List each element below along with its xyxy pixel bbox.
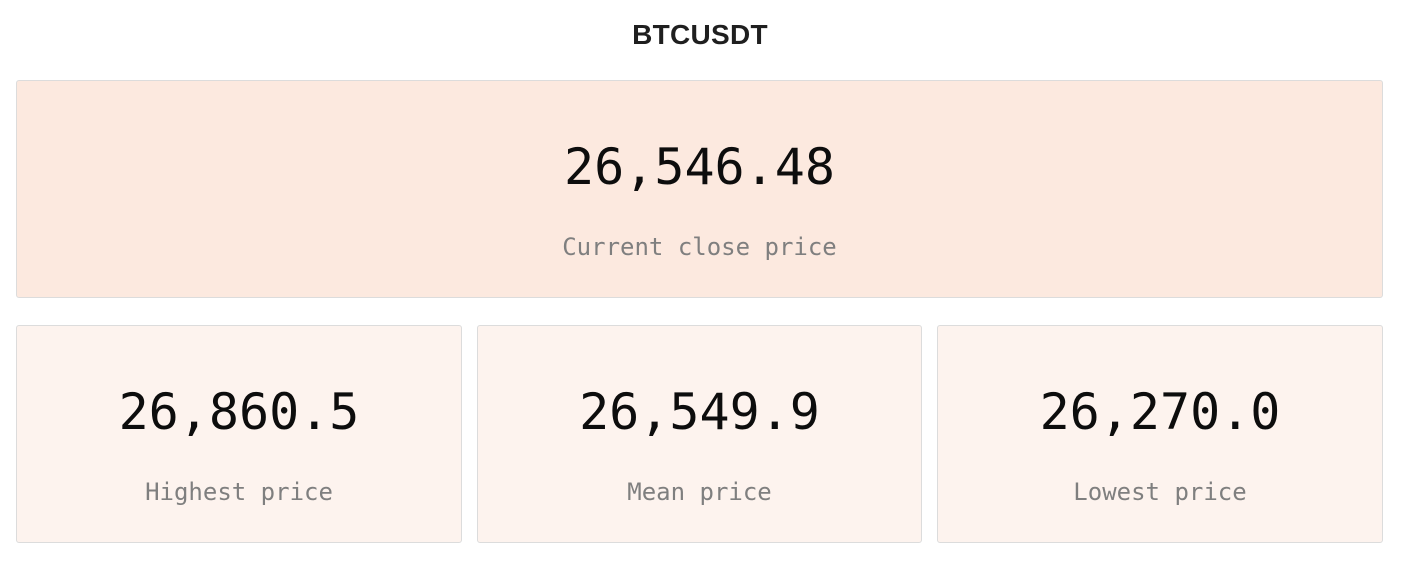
mean-price-card: 26,549.9 Mean price bbox=[477, 325, 922, 543]
highest-price-label: Highest price bbox=[145, 478, 333, 506]
lowest-price-card: 26,270.0 Lowest price bbox=[937, 325, 1383, 543]
lowest-price-value: 26,270.0 bbox=[1039, 383, 1281, 441]
highest-price-card: 26,860.5 Highest price bbox=[16, 325, 462, 543]
current-close-price-value: 26,546.48 bbox=[564, 138, 835, 196]
current-close-price-label: Current close price bbox=[562, 233, 837, 261]
page-title: BTCUSDT bbox=[632, 19, 768, 50]
current-price-card: 26,546.48 Current close price bbox=[16, 80, 1383, 298]
mean-price-label: Mean price bbox=[627, 478, 772, 506]
lowest-price-label: Lowest price bbox=[1073, 478, 1247, 506]
highest-price-value: 26,860.5 bbox=[118, 383, 360, 441]
mean-price-value: 26,549.9 bbox=[579, 383, 820, 441]
